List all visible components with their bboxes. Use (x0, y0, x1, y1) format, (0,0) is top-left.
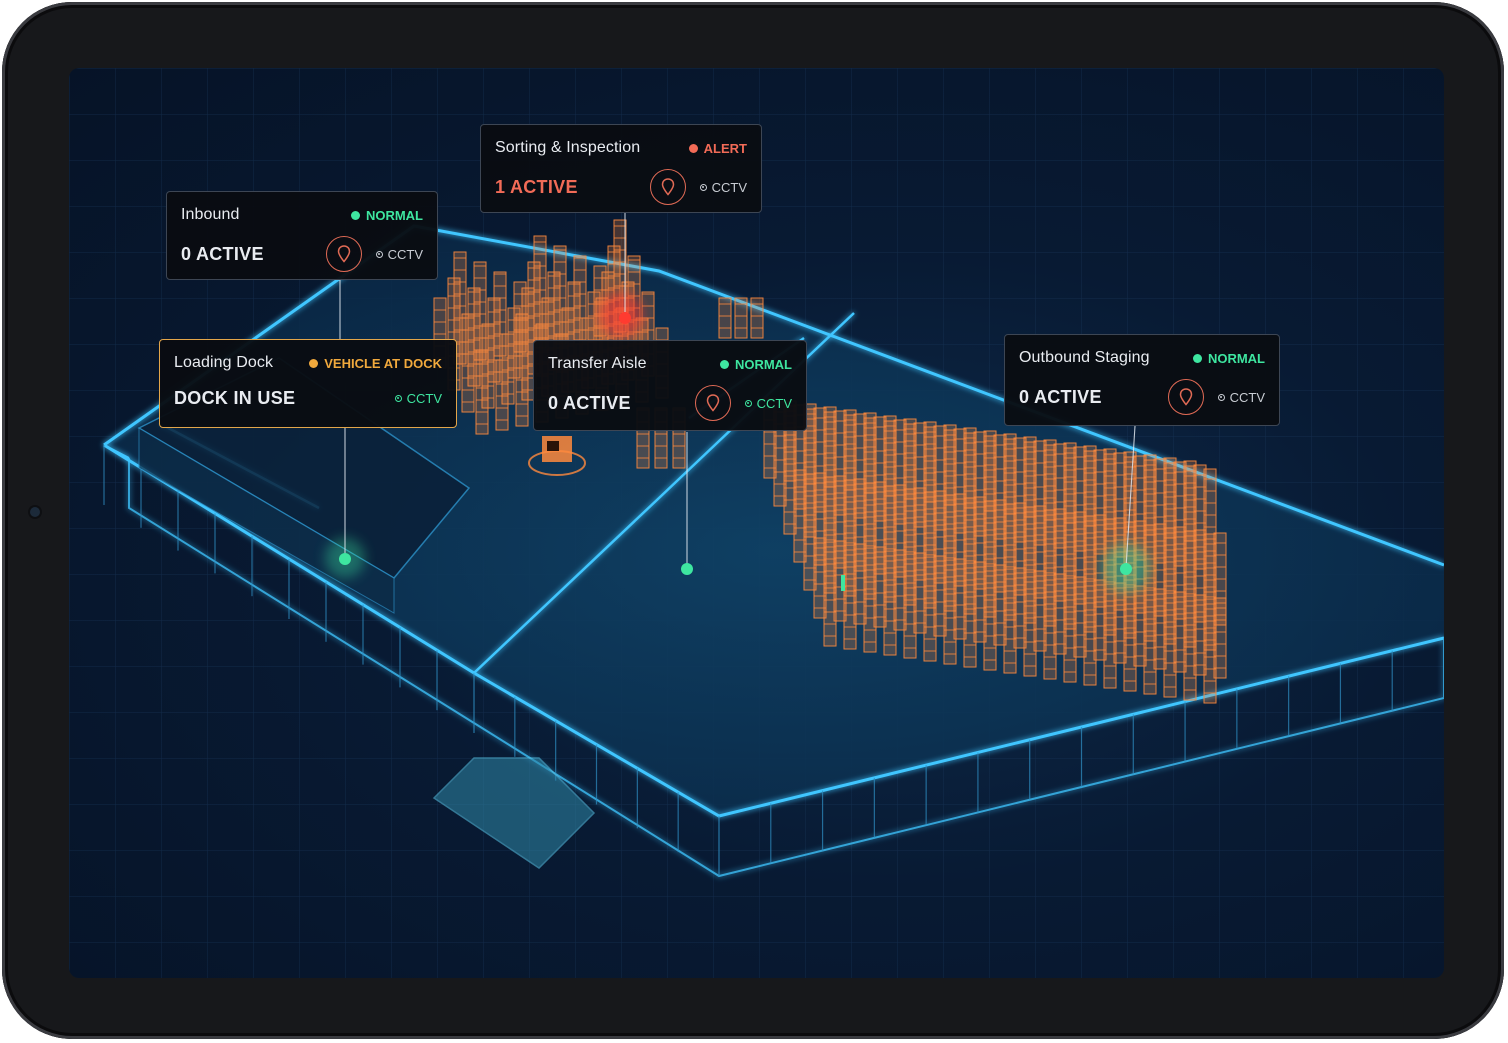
zone-title: Sorting & Inspection (495, 139, 641, 156)
camera-icon (744, 399, 752, 407)
status-dot-icon (350, 210, 360, 220)
camera-icon (1217, 393, 1225, 401)
warehouse-3d-scene (69, 68, 1444, 978)
sensor-marker-loading-dock[interactable] (339, 553, 351, 565)
green-beacon (841, 575, 845, 591)
location-pin-icon[interactable] (1167, 379, 1204, 415)
status-dot-icon (688, 143, 698, 153)
sensor-marker-sorting[interactable] (619, 312, 631, 324)
active-count: 1 ACTIVE (495, 176, 578, 197)
camera-icon (375, 250, 383, 258)
status-label: NORMAL (734, 356, 792, 372)
cctv-link[interactable]: CCTV (394, 391, 442, 406)
status-badge: VEHICLE AT DOCK (309, 356, 442, 371)
camera-icon (394, 395, 402, 402)
camera-icon (699, 183, 707, 191)
zone-title: Transfer Aisle (548, 355, 647, 372)
connector-lines (339, 213, 1136, 569)
zone-card-transfer-aisle[interactable]: Transfer Aisle NORMAL 0 ACTIVE CCTV (533, 340, 807, 431)
location-pin-icon[interactable] (649, 169, 686, 205)
sensor-marker-outbound[interactable] (1120, 563, 1132, 575)
status-badge: ALERT (688, 140, 747, 156)
forklift (528, 436, 586, 476)
cctv-link[interactable]: CCTV (699, 179, 747, 195)
cctv-link[interactable]: CCTV (1217, 389, 1265, 405)
status-dot-icon (309, 358, 319, 368)
wall-panels (103, 445, 1444, 876)
status-badge: NORMAL (350, 207, 423, 223)
cctv-label: CCTV (756, 395, 792, 411)
zone-title: Loading Dock (174, 354, 274, 371)
active-count: 0 ACTIVE (181, 243, 264, 264)
cctv-label: CCTV (387, 246, 423, 262)
status-label: VEHICLE AT DOCK (324, 355, 442, 371)
dock-status: DOCK IN USE (174, 388, 296, 408)
status-badge: NORMAL (1192, 350, 1265, 366)
status-label: NORMAL (1207, 350, 1265, 366)
loading-ramp (432, 757, 596, 869)
cctv-link[interactable]: CCTV (744, 395, 792, 411)
status-dot-icon (1192, 353, 1202, 363)
zone-card-outbound-staging[interactable]: Outbound Staging NORMAL 0 ACTIVE CCTV (1004, 334, 1280, 426)
cctv-link[interactable]: CCTV (375, 246, 423, 262)
status-label: ALERT (703, 140, 747, 156)
location-pin-icon[interactable] (325, 236, 362, 272)
zone-card-inbound[interactable]: Inbound NORMAL 0 ACTIVE CCTV (166, 191, 438, 280)
zone-card-loading-dock[interactable]: Loading Dock VEHICLE AT DOCK DOCK IN USE… (159, 339, 457, 428)
status-badge: NORMAL (719, 356, 792, 372)
active-count: 0 ACTIVE (1019, 386, 1102, 407)
zone-title: Inbound (181, 206, 240, 223)
cctv-label: CCTV (711, 179, 747, 195)
sensor-markers (339, 312, 1132, 591)
location-pin-icon[interactable] (694, 385, 731, 421)
warehouse-map-view[interactable]: Inbound NORMAL 0 ACTIVE CCTV (69, 68, 1444, 978)
status-label: NORMAL (365, 207, 423, 223)
zone-card-sorting-inspection[interactable]: Sorting & Inspection ALERT 1 ACTIVE CCTV (480, 124, 762, 213)
active-count: 0 ACTIVE (548, 392, 631, 413)
zone-title: Outbound Staging (1019, 349, 1150, 366)
sensor-marker-transfer-aisle[interactable] (681, 563, 693, 575)
front-camera (30, 507, 40, 517)
cctv-label: CCTV (406, 391, 442, 406)
cctv-label: CCTV (1229, 389, 1265, 405)
status-dot-icon (719, 359, 729, 369)
